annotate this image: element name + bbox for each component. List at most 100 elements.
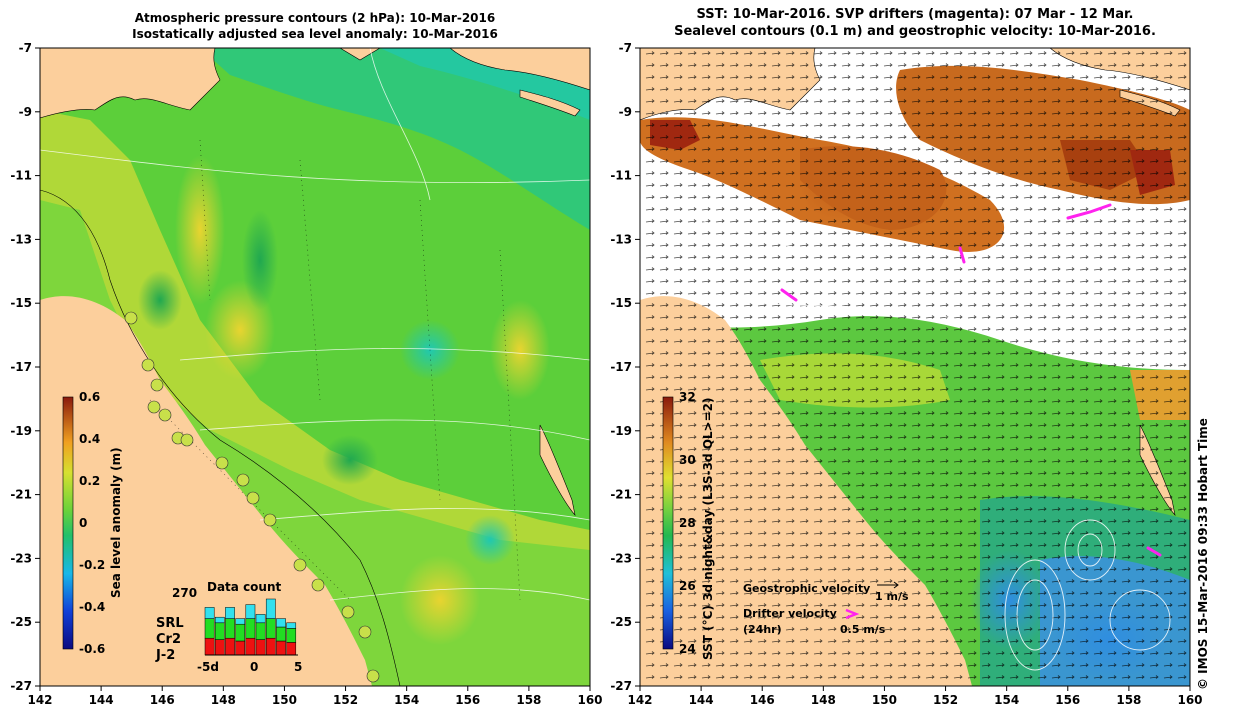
- right-x-tick-label: 142: [627, 693, 652, 707]
- data-count-bar: [225, 607, 235, 619]
- data-count-bar: [204, 637, 215, 656]
- geostrophic-scale: 1 m/s: [875, 590, 909, 603]
- ssa-tick-4: -0.2: [79, 558, 105, 572]
- left-x-tick-label: 156: [455, 693, 480, 707]
- left-y-tick-label: -23: [10, 551, 32, 565]
- right-y-tick-label: -23: [610, 551, 632, 565]
- right-x-tick-label: 156: [1055, 693, 1080, 707]
- left-y-tick-label: -13: [10, 232, 32, 246]
- left-x-tick-label: 142: [27, 693, 52, 707]
- left-y-tick-label: -27: [10, 679, 32, 693]
- right-title-line1: SST: 10-Mar-2016. SVP drifters (magenta)…: [696, 7, 1134, 22]
- legend-srl: SRL: [156, 616, 184, 631]
- left-x-tick-label: 148: [211, 693, 236, 707]
- right-y-tick-label: -19: [610, 424, 632, 438]
- left-title-line1: Atmospheric pressure contours (2 hPa): 1…: [134, 11, 496, 25]
- left-x-tick-label: 144: [89, 693, 114, 707]
- right-y-tick-label: -27: [610, 679, 632, 693]
- data-count-bar: [286, 628, 297, 643]
- right-title-line2: Sealevel contours (0.1 m) and geostrophi…: [674, 24, 1156, 39]
- data-count-bar: [276, 626, 286, 642]
- data-count-x1: 0: [250, 660, 258, 674]
- drifter-label-line1: Drifter velocity: [743, 607, 837, 620]
- axes: 142 144 146 148 150 152 154 156 158 160 -7 -9 -11 -13…: [10, 41, 1202, 707]
- drifter-label-line2: (24hr): [743, 623, 782, 636]
- data-count-bar: [286, 622, 297, 629]
- right-x-tick-label: 154: [994, 693, 1019, 707]
- data-count-max: 270: [172, 586, 197, 600]
- ssa-tick-2: 0.2: [79, 474, 100, 488]
- sst-tick-1: 30: [679, 453, 696, 467]
- data-count-bar: [245, 637, 256, 656]
- left-x-tick-label: 158: [516, 693, 541, 707]
- sst-colorbar: [662, 396, 674, 650]
- ssa-tick-5: -0.4: [79, 600, 105, 614]
- data-count-bar: [276, 640, 286, 656]
- data-count-bar: [204, 607, 215, 619]
- sst-tick-3: 26: [679, 579, 696, 593]
- left-y-tick-label: -15: [10, 296, 32, 310]
- right-x-tick-label: 158: [1116, 693, 1141, 707]
- data-count-bars: [204, 598, 298, 656]
- data-count-bar: [255, 622, 266, 640]
- drifter-scale: 0.5 m/s: [840, 623, 886, 636]
- data-count-bar: [276, 618, 286, 628]
- left-x-tick-label: 146: [150, 693, 175, 707]
- data-count-bar: [265, 618, 276, 639]
- credit-text: © IMOS 15-Mar-2016 09:33 Hobart Time: [1196, 418, 1210, 690]
- right-y-tick-label: -11: [610, 169, 632, 183]
- left-x-tick-label: 160: [577, 693, 602, 707]
- right-x-tick-label: 150: [872, 693, 897, 707]
- right-map: [640, 48, 1190, 686]
- right-y-tick-label: -21: [610, 488, 632, 502]
- right-y-tick-label: -13: [610, 232, 632, 246]
- drifter-scale-arrow: [845, 608, 860, 620]
- right-y-tick-label: -25: [610, 615, 632, 629]
- left-panel-title: Atmospheric pressure contours (2 hPa): 1…: [40, 10, 590, 42]
- sst-tick-4: 24: [679, 642, 696, 656]
- data-count-bar: [235, 618, 246, 625]
- ssa-colorbar: [62, 396, 74, 650]
- data-count-title: Data count: [207, 580, 282, 594]
- data-count-bar: [265, 637, 276, 656]
- left-y-tick-label: -19: [10, 424, 32, 438]
- data-count-bar: [265, 598, 276, 619]
- right-panel-title: SST: 10-Mar-2016. SVP drifters (magenta)…: [640, 6, 1190, 40]
- ssa-colorbar-label: Sea level anomaly (m): [109, 447, 123, 598]
- right-y-tick-label: -17: [610, 360, 632, 374]
- left-y-tick-label: -21: [10, 488, 32, 502]
- right-x-tick-label: 144: [689, 693, 714, 707]
- geostrophic-scale-arrow: [877, 581, 899, 589]
- legend-j2: J-2: [155, 648, 175, 663]
- data-count-bar: [214, 622, 225, 640]
- left-y-tick-label: -17: [10, 360, 32, 374]
- left-y-tick-label: -9: [19, 105, 32, 119]
- data-count-bar: [204, 618, 215, 639]
- sst-tick-0: 32: [679, 390, 696, 404]
- ssa-tick-0: 0.6: [79, 390, 100, 404]
- data-count-bar: [245, 604, 256, 619]
- legend-cr2: Cr2: [156, 632, 181, 647]
- right-y-tick-label: -9: [619, 105, 632, 119]
- data-count-bar: [235, 623, 246, 642]
- data-count-bar: [214, 616, 225, 624]
- data-count-bar: [225, 637, 235, 656]
- data-count-x0: -5d: [197, 660, 219, 674]
- data-count-bar: [255, 614, 266, 624]
- data-count-bar: [214, 639, 225, 656]
- geostrophic-label: Geostrophic velocity: [743, 582, 870, 595]
- right-x-tick-label: 160: [1177, 693, 1202, 707]
- data-count-x2: 5: [294, 660, 302, 674]
- left-y-tick-label: -11: [10, 169, 32, 183]
- data-count-bar: [245, 618, 256, 639]
- data-count-bar: [225, 618, 235, 639]
- data-count-bar: [286, 642, 297, 656]
- left-x-tick-label: 152: [333, 693, 358, 707]
- sst-tick-2: 28: [679, 516, 696, 530]
- left-x-tick-label: 154: [394, 693, 419, 707]
- left-y-tick-label: -25: [10, 615, 32, 629]
- data-count-bar: [255, 639, 266, 656]
- left-map: [40, 48, 590, 686]
- right-x-tick-label: 148: [811, 693, 836, 707]
